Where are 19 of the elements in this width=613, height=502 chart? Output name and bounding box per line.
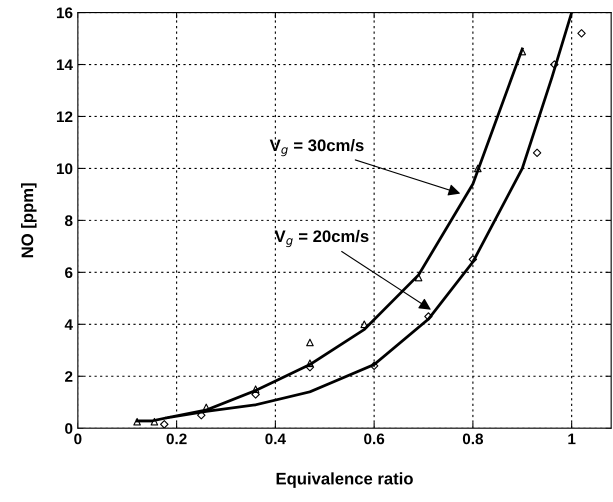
x-tick-label: 0.4 (265, 433, 286, 444)
x-tick-label: 0 (74, 433, 82, 444)
y-tick-label: 8 (64, 215, 73, 226)
x-axis-title: Equivalence ratio (276, 472, 413, 488)
annotation: V$_{g}$ = 30cm/s (270, 138, 364, 156)
y-tick-label: 0 (65, 423, 72, 434)
x-tick-label: 0.8 (462, 433, 484, 444)
y-axis-title: NO [ppm] (21, 183, 37, 258)
y-tick-label: 14 (56, 60, 73, 70)
x-tick-label: 1 (568, 434, 576, 444)
y-tick-label: 6 (65, 267, 72, 278)
y-tick-label: 2 (65, 371, 72, 382)
y-tick-label: 4 (64, 319, 73, 330)
y-tick-label: 10 (56, 163, 72, 174)
y-tick-label: 16 (56, 7, 72, 18)
x-tick-label: 0.6 (364, 433, 384, 444)
annotation: V$_{g}$ = 20cm/s (274, 230, 369, 248)
x-tick-label: 0.2 (166, 433, 187, 444)
y-tick-label: 12 (56, 111, 72, 122)
